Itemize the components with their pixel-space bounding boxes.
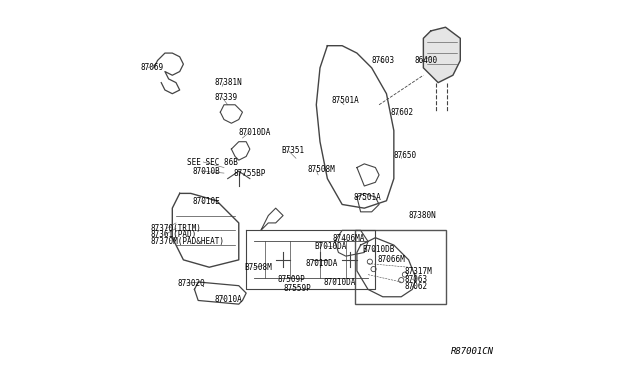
Text: 87381N: 87381N <box>215 78 243 87</box>
Text: 87010E: 87010E <box>193 197 220 206</box>
Text: B7508M: B7508M <box>244 263 272 272</box>
Text: 87302Q: 87302Q <box>178 279 205 288</box>
Text: 87062: 87062 <box>405 282 428 291</box>
Polygon shape <box>424 27 460 83</box>
Text: 87380N: 87380N <box>408 211 436 220</box>
Text: 87361(PAD): 87361(PAD) <box>150 230 196 239</box>
Text: 87755BP: 87755BP <box>233 169 266 177</box>
Text: 87010B: 87010B <box>193 167 220 176</box>
Text: 87501A: 87501A <box>353 193 381 202</box>
Text: 87010DA: 87010DA <box>324 278 356 287</box>
Text: B7010DA: B7010DA <box>314 242 347 251</box>
Text: 87501A: 87501A <box>331 96 359 105</box>
Text: 87317M: 87317M <box>405 267 433 276</box>
Bar <box>355 230 445 304</box>
Text: B7351: B7351 <box>281 147 305 155</box>
Text: 87010DA: 87010DA <box>305 259 338 268</box>
Text: 87066M: 87066M <box>377 254 405 264</box>
Text: 87010DA: 87010DA <box>239 128 271 137</box>
Text: 87602: 87602 <box>390 108 413 118</box>
Text: 87509P: 87509P <box>278 275 305 283</box>
Text: 87069: 87069 <box>141 63 164 72</box>
Text: 87508M: 87508M <box>307 165 335 174</box>
Text: SEE SEC 86B: SEE SEC 86B <box>187 157 238 167</box>
Text: R87001CN: R87001CN <box>451 347 493 356</box>
Text: 87370(TRIM): 87370(TRIM) <box>150 224 201 233</box>
Text: 87406MA: 87406MA <box>333 234 365 243</box>
Text: 87370M(PAD&HEAT): 87370M(PAD&HEAT) <box>150 237 224 246</box>
Text: 87063: 87063 <box>405 275 428 283</box>
Text: 87010A: 87010A <box>215 295 243 304</box>
Text: 87650: 87650 <box>394 151 417 160</box>
Text: 86400: 86400 <box>414 56 437 65</box>
Text: 87559P: 87559P <box>283 284 311 293</box>
Text: 87603: 87603 <box>372 56 395 65</box>
Text: B7010DB: B7010DB <box>362 245 395 254</box>
Text: 87339: 87339 <box>215 93 238 102</box>
